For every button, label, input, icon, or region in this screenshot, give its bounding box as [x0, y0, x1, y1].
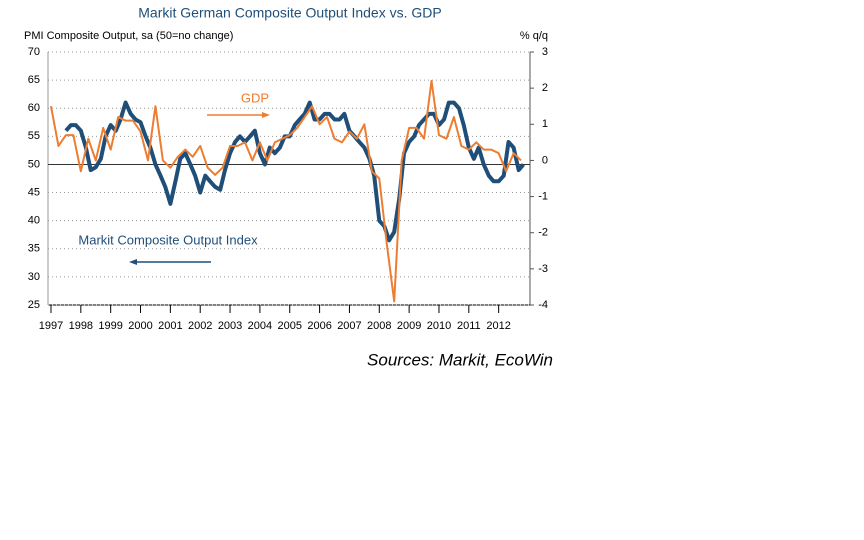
- x-tick-label: 2000: [128, 320, 152, 332]
- y-tick-label: 35: [28, 243, 40, 255]
- y-tick-label: 70: [28, 46, 40, 58]
- chart-title: Markit German Composite Output Index vs.…: [138, 5, 441, 21]
- x-tick-label: 2006: [307, 320, 331, 332]
- x-tick-label: 1998: [69, 320, 93, 332]
- x-tick-label: 2010: [427, 320, 451, 332]
- y2-tick-label: 0: [542, 154, 548, 166]
- x-tick-label: 2002: [188, 320, 212, 332]
- y-tick-label: 45: [28, 186, 40, 198]
- y-tick-label: 60: [28, 102, 40, 114]
- x-tick-label: 1999: [98, 320, 122, 332]
- series-line: [64, 100, 525, 243]
- x-tick-label: 2007: [337, 320, 361, 332]
- annotation-gdp: GDP: [241, 90, 269, 105]
- x-tick-label: 2001: [158, 320, 182, 332]
- y2-tick-label: -3: [538, 263, 548, 275]
- annotation-pmi: Markit Composite Output Index: [78, 232, 258, 247]
- x-tick-label: 2003: [218, 320, 242, 332]
- y-tick-label: 40: [28, 215, 40, 227]
- y2-tick-label: -1: [538, 190, 548, 202]
- x-tick-label: 2012: [486, 320, 510, 332]
- y-axis-label: PMI Composite Output, sa (50=no change): [24, 30, 233, 42]
- x-tick-label: 2011: [457, 320, 481, 332]
- x-tick-label: 2008: [367, 320, 391, 332]
- x-tick-label: 2004: [248, 320, 272, 332]
- source: Sources: Markit, EcoWin: [367, 350, 553, 369]
- y2-tick-label: 2: [542, 82, 548, 94]
- y-tick-label: 30: [28, 271, 40, 283]
- x-tick-label: 2009: [397, 320, 421, 332]
- y-tick-label: 55: [28, 130, 40, 142]
- y-tick-label: 25: [28, 299, 40, 311]
- x-tick-label: 1997: [39, 320, 63, 332]
- y2-tick-label: -4: [538, 299, 548, 311]
- y-tick-label: 65: [28, 74, 40, 86]
- pmi-arrowhead: [129, 259, 137, 265]
- y-tick-label: 50: [28, 158, 40, 170]
- y2-axis-label: % q/q: [520, 30, 548, 42]
- gdp-arrowhead: [262, 112, 270, 118]
- x-tick-label: 2005: [278, 320, 302, 332]
- y2-tick-label: -2: [538, 227, 548, 239]
- y2-tick-label: 1: [542, 118, 548, 130]
- y2-tick-label: 3: [542, 46, 548, 58]
- series-line: [49, 79, 522, 303]
